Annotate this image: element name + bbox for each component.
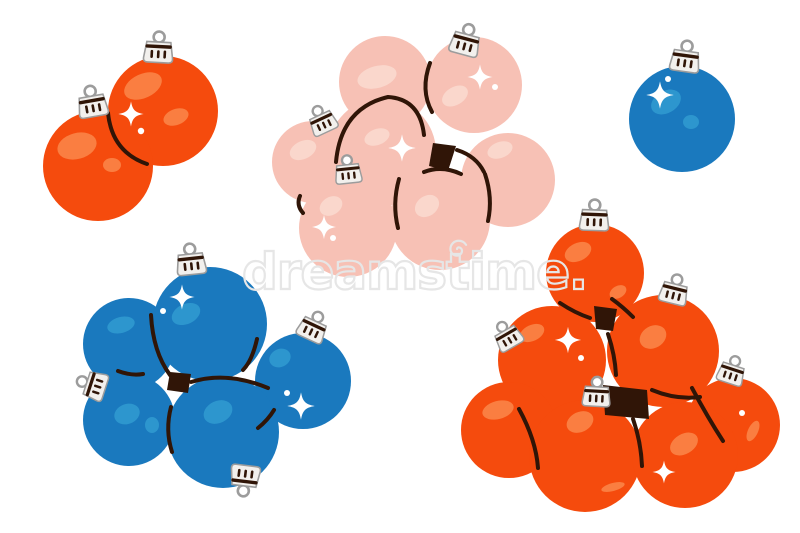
ball-highlight <box>269 348 291 368</box>
ball-highlight <box>103 158 121 172</box>
ornament-ball <box>607 295 719 407</box>
outline-arc <box>256 408 276 430</box>
sparkle-dot <box>739 410 745 416</box>
ball-highlight <box>670 432 698 456</box>
sparkle-dot <box>137 127 145 135</box>
gap-shadow <box>167 372 191 393</box>
ball-highlight <box>639 325 667 349</box>
sparkle-dot <box>330 235 336 241</box>
ball-highlight <box>746 420 760 442</box>
ball-highlight <box>319 196 343 216</box>
outline-arc <box>393 177 401 230</box>
gap-shadow <box>594 306 617 331</box>
sparkle-dot <box>284 390 290 396</box>
ball-highlight <box>203 400 233 424</box>
ornament-ball <box>426 37 522 133</box>
ball-highlight <box>289 139 317 161</box>
outline-arc <box>189 375 270 390</box>
ball-highlight <box>414 194 440 218</box>
ball-highlight <box>107 316 135 334</box>
ball-highlight <box>601 482 625 492</box>
ball-highlight <box>442 85 468 107</box>
outline-arc <box>606 332 618 377</box>
ornament-cap-icon <box>141 29 176 65</box>
ball-highlight <box>171 302 201 326</box>
ball-highlight <box>57 132 97 160</box>
sparkle-dot <box>665 76 671 82</box>
ornament-cap-icon <box>577 197 612 233</box>
ornament-ball <box>43 111 153 221</box>
blue-ornament-single <box>629 37 735 172</box>
ornament-cap-icon <box>172 240 209 278</box>
outline-arc <box>483 172 492 223</box>
ball-highlight <box>487 141 513 159</box>
outline-arc <box>106 111 149 166</box>
outline-arc <box>241 337 259 372</box>
ball-highlight <box>145 417 159 433</box>
ball-highlight <box>566 411 594 433</box>
ball-highlight <box>364 128 390 146</box>
ball-highlight <box>163 108 189 126</box>
pink-ornament-cluster <box>272 18 555 277</box>
outline-arc <box>296 194 305 215</box>
ornament-ball <box>390 170 490 270</box>
sparkle-dot <box>492 84 498 90</box>
outline-arc <box>690 386 725 443</box>
outline-arc <box>610 297 635 319</box>
outline-arc <box>517 407 540 470</box>
gap-shadow <box>603 385 649 419</box>
outline-arc <box>116 369 145 377</box>
outline-arc <box>422 167 463 176</box>
outline-arc <box>558 301 592 320</box>
ornament-cap-icon <box>226 462 263 500</box>
orange-pair-cluster <box>43 29 218 221</box>
orange-ornament-cluster <box>461 197 780 512</box>
blue-ornament-cluster <box>71 240 351 500</box>
outline-arc <box>166 405 174 454</box>
sparkle-dot <box>160 308 166 314</box>
ornament-ball <box>299 179 397 277</box>
gap-shadow <box>429 143 456 171</box>
ball-highlight <box>564 241 592 263</box>
outline-arc <box>423 61 434 114</box>
ball-highlight <box>357 65 397 89</box>
ball-highlight <box>114 403 140 425</box>
ornament-cap-icon <box>667 37 704 76</box>
outline-arc <box>334 94 426 164</box>
ornament-ball <box>167 376 279 488</box>
ornament-ball <box>632 402 738 508</box>
outline-arc <box>455 148 486 174</box>
ball-highlight <box>124 72 162 100</box>
ball-highlight <box>609 285 627 299</box>
sparkle-dot <box>578 355 584 361</box>
ball-highlight <box>482 400 514 420</box>
outline-arc <box>631 417 644 468</box>
ball-highlight <box>683 115 699 129</box>
ornament-cap-icon <box>73 81 111 121</box>
ball-highlight <box>519 323 545 343</box>
ornament-ball <box>629 66 735 172</box>
outline-arc <box>149 313 172 377</box>
